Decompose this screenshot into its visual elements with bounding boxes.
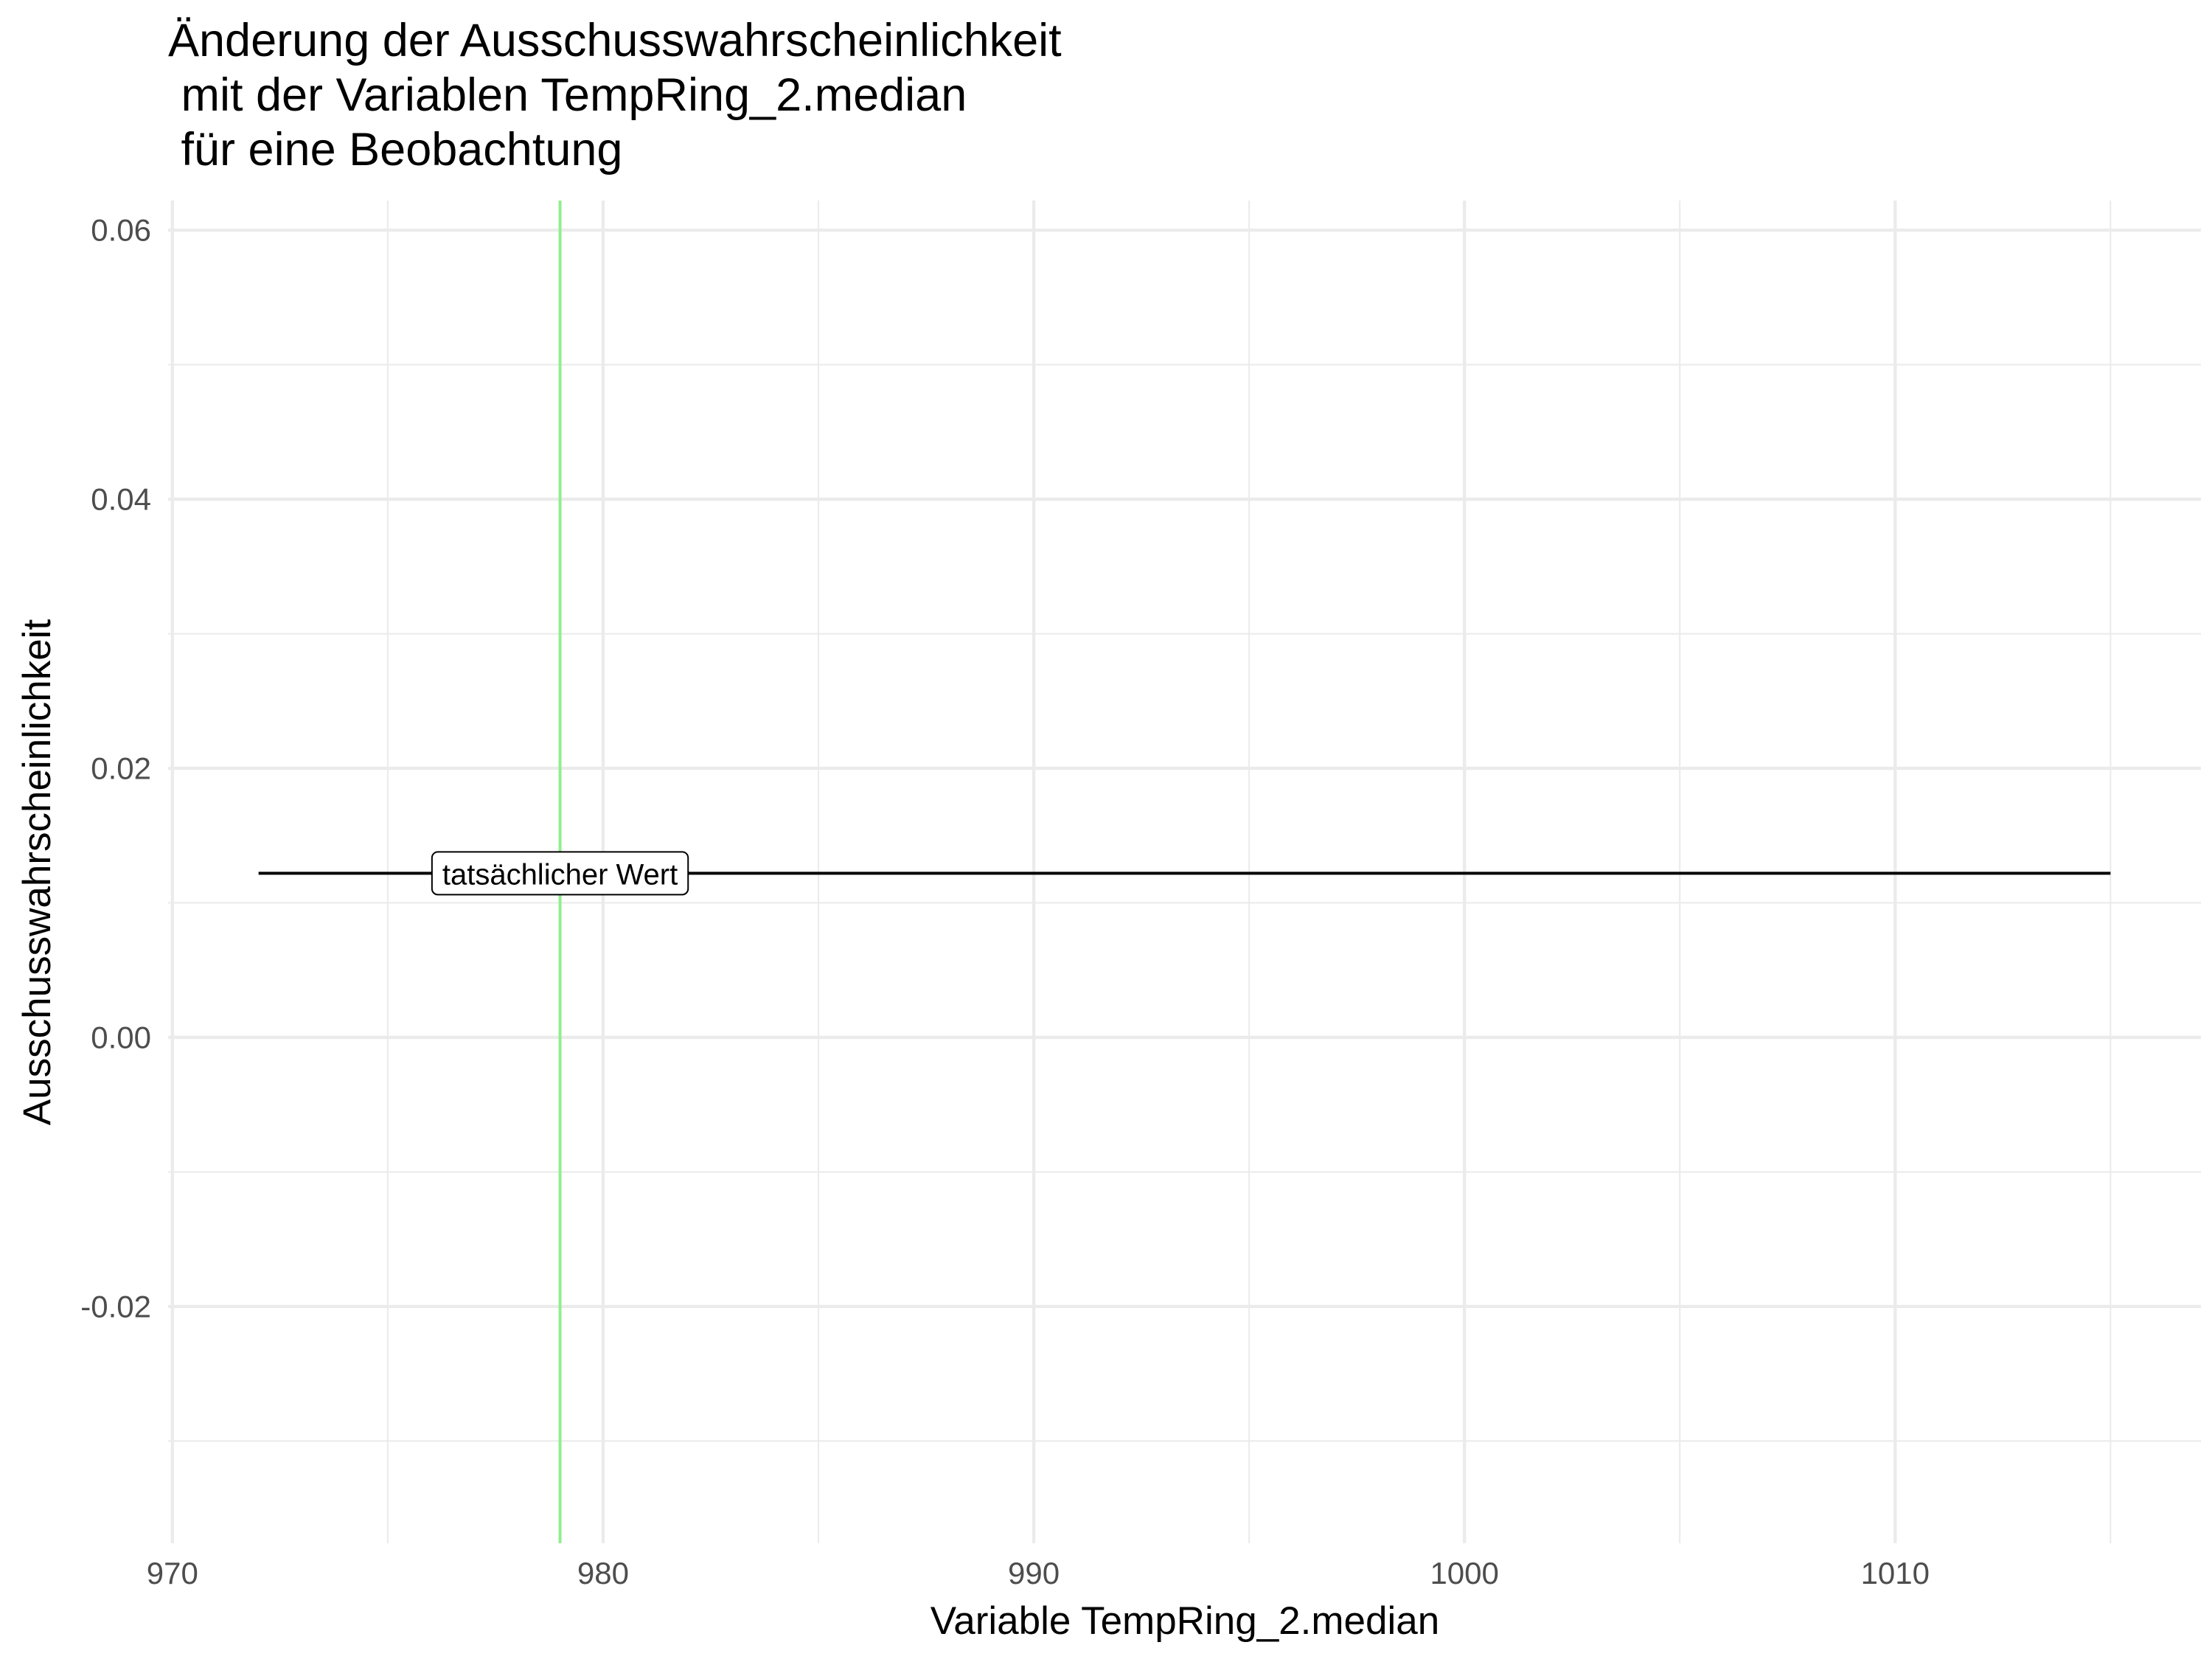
x-tick-label: 990 [1008,1556,1060,1590]
x-axis-title: Variable TempRing_2.median [931,1599,1439,1643]
y-tick-label: 0.02 [91,751,151,786]
x-tick-label: 970 [147,1556,198,1590]
y-tick-label: 0.04 [91,482,151,517]
y-axis-tick-labels: -0.02 0.00 0.02 0.04 0.06 [80,213,151,1324]
y-tick-label: 0.00 [91,1020,151,1054]
x-axis-tick-labels: 970 980 990 1000 1010 [147,1556,1930,1590]
annotation-layer: tatsächlicher Wert [431,851,689,896]
x-tick-label: 1000 [1430,1556,1498,1590]
annotation-label: tatsächlicher Wert [442,858,678,891]
x-tick-label: 1010 [1861,1556,1930,1590]
y-tick-label: 0.06 [91,213,151,248]
chart-title-line-3: für eine Beobachtung [168,124,622,175]
chart-title: Änderung der Ausschusswahrscheinlichkeit… [168,15,1062,175]
chart-title-line-1: Änderung der Ausschusswahrscheinlichkeit [168,15,1062,66]
annotation-label-box [431,851,689,896]
y-tick-label: -0.02 [80,1289,151,1324]
chart-title-line-2: mit der Variablen TempRing_2.median [168,69,967,121]
y-axis-title: Ausschusswahrscheinlichkeit [15,619,59,1126]
x-tick-label: 980 [577,1556,629,1590]
